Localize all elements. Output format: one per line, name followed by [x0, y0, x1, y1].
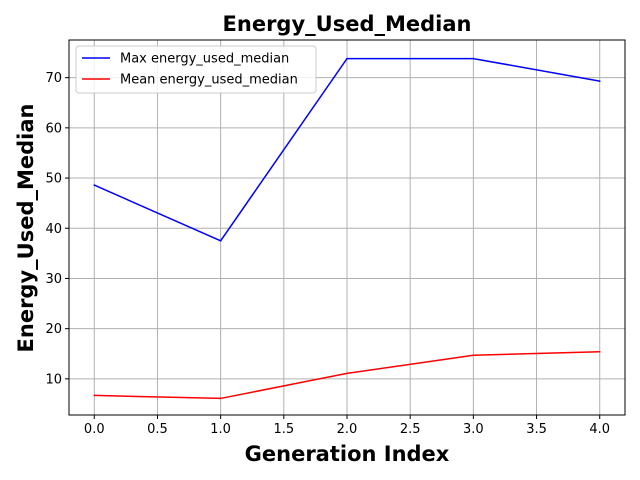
y-tick-label: 70: [45, 71, 62, 86]
chart-title: Energy_Used_Median: [223, 12, 472, 36]
data-point: [598, 350, 601, 353]
legend-box: [75, 45, 317, 94]
legend-label: Max energy_used_median: [120, 52, 289, 67]
x-tick-label: 2.5: [400, 422, 421, 437]
x-tick-label: 0.5: [147, 422, 168, 437]
y-tick-label: 40: [45, 222, 62, 237]
legend: Max energy_used_median Mean energy_used_m…: [75, 45, 317, 94]
x-axis-ticks: 0.0 0.5 1.0 1.5 2.0 2.5 3.0 3.5 4.0: [84, 415, 610, 437]
data-point: [472, 57, 475, 60]
x-tick-label: 3.0: [463, 422, 484, 437]
data-point: [219, 397, 222, 400]
y-axis-label: Energy_Used_Median: [14, 104, 38, 353]
data-point: [472, 354, 475, 357]
data-point: [346, 57, 348, 60]
legend-label: Mean energy_used_median: [120, 73, 298, 88]
data-point: [598, 80, 601, 82]
y-tick-label: 20: [45, 322, 62, 337]
data-point: [93, 184, 96, 186]
y-tick-label: 50: [45, 172, 62, 187]
y-axis-ticks: 10 20 30 40 50 60 70: [45, 71, 69, 387]
x-tick-label: 0.0: [84, 422, 105, 437]
x-tick-label: 1.0: [210, 422, 231, 437]
x-axis-label: Generation Index: [245, 442, 450, 466]
x-tick-label: 1.5: [273, 422, 294, 437]
data-point: [346, 372, 348, 375]
x-tick-label: 3.5: [526, 422, 547, 437]
y-tick-label: 10: [45, 372, 62, 387]
y-tick-label: 60: [45, 121, 62, 136]
y-tick-label: 30: [45, 272, 62, 287]
grid: [69, 40, 625, 415]
x-tick-label: 4.0: [589, 422, 610, 437]
data-point: [219, 240, 222, 242]
x-tick-label: 2.0: [337, 422, 358, 437]
series-lines: [93, 57, 601, 400]
data-point: [93, 394, 96, 397]
